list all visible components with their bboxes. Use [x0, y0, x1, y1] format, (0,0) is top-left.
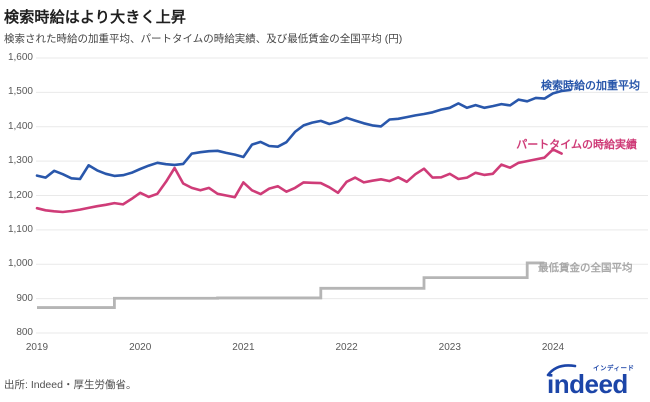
y-tick-label: 900 [16, 292, 33, 304]
x-tick-label: 2023 [438, 342, 461, 353]
search-wage-line [35, 88, 572, 181]
indeed-logo-wordmark: indeed [547, 369, 628, 398]
y-tick-label: 1,500 [7, 86, 33, 98]
series-label-parttime-wage: パートタイムの時給実績 [516, 139, 637, 151]
parttime-wage-line [35, 148, 563, 214]
x-tick-label: 2022 [335, 342, 358, 353]
indeed-logo-katakana: インディード [593, 363, 635, 372]
x-tick-label: 2019 [25, 342, 49, 353]
minimum-wage-step-line [37, 261, 545, 309]
x-tick-label: 2024 [541, 342, 565, 353]
series-label-minimum-wage: 最低賃金の全国平均 [538, 262, 633, 274]
x-tick-label: 2020 [129, 342, 152, 353]
y-tick-label: 1,600 [7, 52, 33, 63]
indeed-logo: インディード indeed [546, 363, 635, 398]
y-tick-label: 800 [16, 327, 33, 338]
chart-title: 検索時給はより大きく上昇 [4, 9, 187, 26]
y-tick-label: 1,400 [7, 120, 33, 132]
y-tick-label: 1,100 [7, 223, 33, 235]
y-tick-label: 1,000 [7, 258, 33, 270]
series-label-search-wage: 検索時給の加重平均 [541, 80, 640, 92]
source-note: 出所: Indeed・厚生労働省。 [4, 379, 137, 391]
y-tick-label: 1,300 [7, 155, 33, 167]
x-tick-label: 2021 [232, 342, 255, 353]
chart-subtitle: 検索された時給の加重平均、パートタイムの時給実績、及び最低賃金の全国平均 (円) [4, 33, 403, 45]
y-tick-label: 1,200 [7, 189, 33, 201]
indeed-logo-swoosh-icon [546, 364, 577, 377]
